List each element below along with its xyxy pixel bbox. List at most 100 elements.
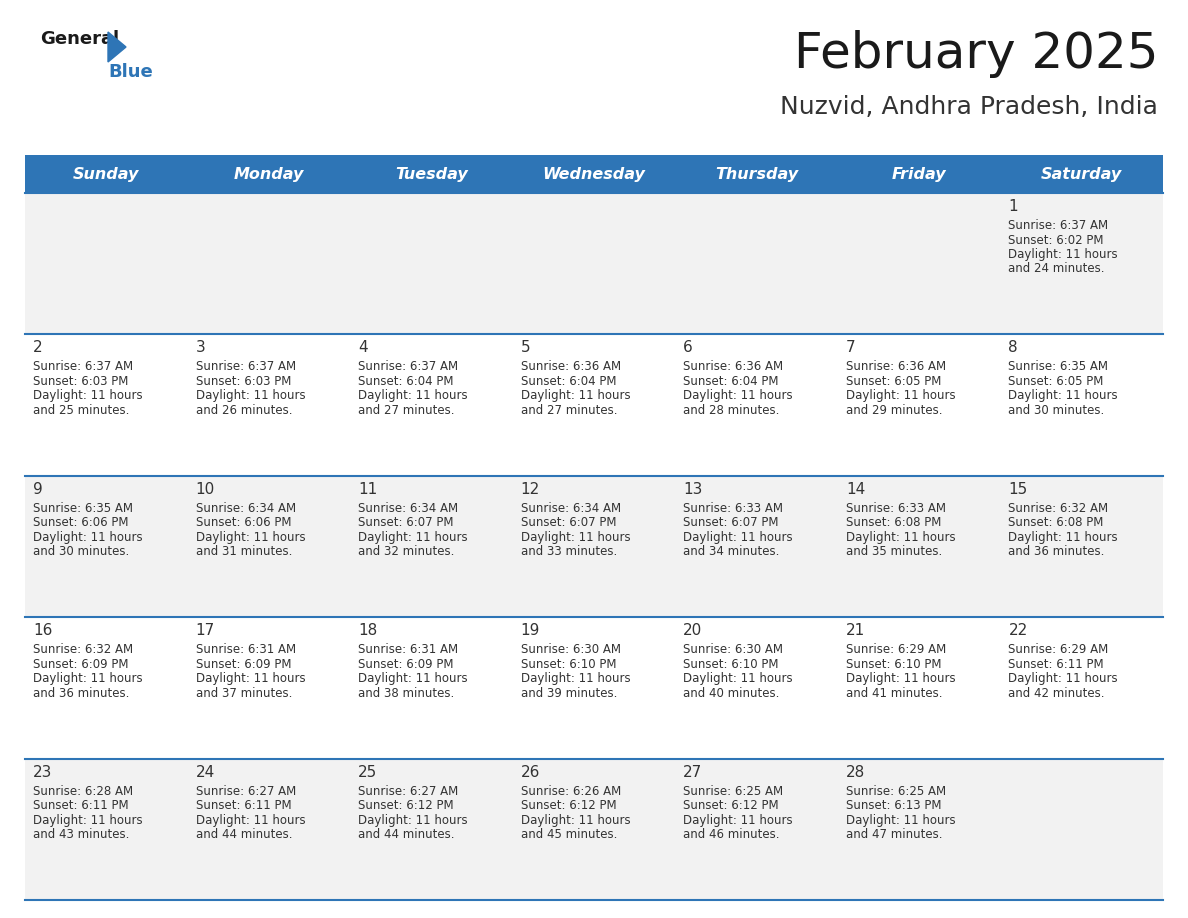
Text: and 45 minutes.: and 45 minutes. — [520, 828, 617, 841]
Text: Daylight: 11 hours: Daylight: 11 hours — [683, 389, 792, 402]
Text: Sunset: 6:03 PM: Sunset: 6:03 PM — [33, 375, 128, 388]
Text: and 44 minutes.: and 44 minutes. — [196, 828, 292, 841]
Text: and 25 minutes.: and 25 minutes. — [33, 404, 129, 417]
Text: Sunset: 6:07 PM: Sunset: 6:07 PM — [358, 516, 454, 530]
Text: and 39 minutes.: and 39 minutes. — [520, 687, 617, 700]
Text: and 32 minutes.: and 32 minutes. — [358, 545, 455, 558]
Text: Sunset: 6:11 PM: Sunset: 6:11 PM — [1009, 657, 1104, 671]
Text: and 35 minutes.: and 35 minutes. — [846, 545, 942, 558]
Text: Daylight: 11 hours: Daylight: 11 hours — [196, 389, 305, 402]
Text: Daylight: 11 hours: Daylight: 11 hours — [196, 813, 305, 826]
Text: 8: 8 — [1009, 341, 1018, 355]
Text: Wednesday: Wednesday — [543, 166, 645, 182]
Text: 9: 9 — [33, 482, 43, 497]
Text: Sunrise: 6:35 AM: Sunrise: 6:35 AM — [1009, 361, 1108, 374]
Text: Sunset: 6:06 PM: Sunset: 6:06 PM — [33, 516, 128, 530]
Text: Daylight: 11 hours: Daylight: 11 hours — [33, 531, 143, 543]
Text: and 30 minutes.: and 30 minutes. — [1009, 404, 1105, 417]
Text: Sunset: 6:02 PM: Sunset: 6:02 PM — [1009, 233, 1104, 247]
Text: and 27 minutes.: and 27 minutes. — [520, 404, 618, 417]
Text: Saturday: Saturday — [1041, 166, 1123, 182]
Text: General: General — [40, 30, 119, 48]
Text: Daylight: 11 hours: Daylight: 11 hours — [846, 389, 955, 402]
Text: Daylight: 11 hours: Daylight: 11 hours — [1009, 389, 1118, 402]
Text: Nuzvid, Andhra Pradesh, India: Nuzvid, Andhra Pradesh, India — [781, 95, 1158, 119]
Text: and 40 minutes.: and 40 minutes. — [683, 687, 779, 700]
Text: 26: 26 — [520, 765, 541, 779]
Text: Sunday: Sunday — [74, 166, 139, 182]
Text: Sunrise: 6:37 AM: Sunrise: 6:37 AM — [1009, 219, 1108, 232]
Text: Sunrise: 6:32 AM: Sunrise: 6:32 AM — [1009, 502, 1108, 515]
Text: Sunset: 6:04 PM: Sunset: 6:04 PM — [520, 375, 617, 388]
Text: Daylight: 11 hours: Daylight: 11 hours — [33, 389, 143, 402]
Text: Sunrise: 6:34 AM: Sunrise: 6:34 AM — [358, 502, 459, 515]
Text: and 46 minutes.: and 46 minutes. — [683, 828, 779, 841]
Text: 27: 27 — [683, 765, 702, 779]
Text: Sunset: 6:05 PM: Sunset: 6:05 PM — [846, 375, 941, 388]
Text: Daylight: 11 hours: Daylight: 11 hours — [683, 531, 792, 543]
Text: Sunrise: 6:37 AM: Sunrise: 6:37 AM — [33, 361, 133, 374]
Text: 18: 18 — [358, 623, 378, 638]
Text: Sunset: 6:10 PM: Sunset: 6:10 PM — [520, 657, 617, 671]
Bar — [25, 193, 1163, 334]
Text: 17: 17 — [196, 623, 215, 638]
Text: Sunset: 6:04 PM: Sunset: 6:04 PM — [358, 375, 454, 388]
Text: 15: 15 — [1009, 482, 1028, 497]
Text: Sunrise: 6:30 AM: Sunrise: 6:30 AM — [520, 644, 620, 656]
Text: Daylight: 11 hours: Daylight: 11 hours — [33, 672, 143, 685]
Text: Sunset: 6:09 PM: Sunset: 6:09 PM — [196, 657, 291, 671]
Text: Sunset: 6:08 PM: Sunset: 6:08 PM — [1009, 516, 1104, 530]
Text: Sunrise: 6:31 AM: Sunrise: 6:31 AM — [196, 644, 296, 656]
Text: Sunrise: 6:36 AM: Sunrise: 6:36 AM — [520, 361, 621, 374]
Text: 2: 2 — [33, 341, 43, 355]
Text: Daylight: 11 hours: Daylight: 11 hours — [520, 813, 631, 826]
Text: Sunrise: 6:32 AM: Sunrise: 6:32 AM — [33, 644, 133, 656]
Bar — [25, 155, 1163, 193]
Text: Sunrise: 6:30 AM: Sunrise: 6:30 AM — [683, 644, 783, 656]
Text: Sunset: 6:10 PM: Sunset: 6:10 PM — [846, 657, 941, 671]
Text: Friday: Friday — [892, 166, 947, 182]
Text: Sunrise: 6:26 AM: Sunrise: 6:26 AM — [520, 785, 621, 798]
Text: Daylight: 11 hours: Daylight: 11 hours — [33, 813, 143, 826]
Text: Sunrise: 6:29 AM: Sunrise: 6:29 AM — [1009, 644, 1108, 656]
Text: Sunrise: 6:37 AM: Sunrise: 6:37 AM — [358, 361, 459, 374]
Text: Sunrise: 6:33 AM: Sunrise: 6:33 AM — [846, 502, 946, 515]
Text: Daylight: 11 hours: Daylight: 11 hours — [520, 531, 631, 543]
Text: Sunset: 6:03 PM: Sunset: 6:03 PM — [196, 375, 291, 388]
Polygon shape — [108, 32, 126, 62]
Text: Sunrise: 6:37 AM: Sunrise: 6:37 AM — [196, 361, 296, 374]
Text: 22: 22 — [1009, 623, 1028, 638]
Text: Sunset: 6:12 PM: Sunset: 6:12 PM — [358, 799, 454, 812]
Text: and 38 minutes.: and 38 minutes. — [358, 687, 454, 700]
Text: Daylight: 11 hours: Daylight: 11 hours — [196, 672, 305, 685]
Text: Blue: Blue — [108, 63, 153, 81]
Text: Sunrise: 6:34 AM: Sunrise: 6:34 AM — [196, 502, 296, 515]
Text: Sunset: 6:08 PM: Sunset: 6:08 PM — [846, 516, 941, 530]
Text: Sunrise: 6:35 AM: Sunrise: 6:35 AM — [33, 502, 133, 515]
Text: 4: 4 — [358, 341, 368, 355]
Text: Daylight: 11 hours: Daylight: 11 hours — [683, 813, 792, 826]
Text: 16: 16 — [33, 623, 52, 638]
Text: Sunset: 6:10 PM: Sunset: 6:10 PM — [683, 657, 779, 671]
Text: Sunset: 6:07 PM: Sunset: 6:07 PM — [683, 516, 779, 530]
Bar — [25, 334, 1163, 476]
Text: 14: 14 — [846, 482, 865, 497]
Text: Daylight: 11 hours: Daylight: 11 hours — [1009, 248, 1118, 261]
Text: 23: 23 — [33, 765, 52, 779]
Text: Sunset: 6:12 PM: Sunset: 6:12 PM — [520, 799, 617, 812]
Text: and 34 minutes.: and 34 minutes. — [683, 545, 779, 558]
Text: 7: 7 — [846, 341, 855, 355]
Text: 25: 25 — [358, 765, 378, 779]
Text: and 47 minutes.: and 47 minutes. — [846, 828, 942, 841]
Text: Sunrise: 6:27 AM: Sunrise: 6:27 AM — [196, 785, 296, 798]
Text: Sunrise: 6:29 AM: Sunrise: 6:29 AM — [846, 644, 946, 656]
Text: Sunset: 6:12 PM: Sunset: 6:12 PM — [683, 799, 779, 812]
Text: and 24 minutes.: and 24 minutes. — [1009, 263, 1105, 275]
Bar — [25, 617, 1163, 758]
Text: and 29 minutes.: and 29 minutes. — [846, 404, 942, 417]
Text: Daylight: 11 hours: Daylight: 11 hours — [358, 531, 468, 543]
Text: Monday: Monday — [234, 166, 304, 182]
Bar — [25, 476, 1163, 617]
Text: Daylight: 11 hours: Daylight: 11 hours — [358, 813, 468, 826]
Text: Sunset: 6:13 PM: Sunset: 6:13 PM — [846, 799, 941, 812]
